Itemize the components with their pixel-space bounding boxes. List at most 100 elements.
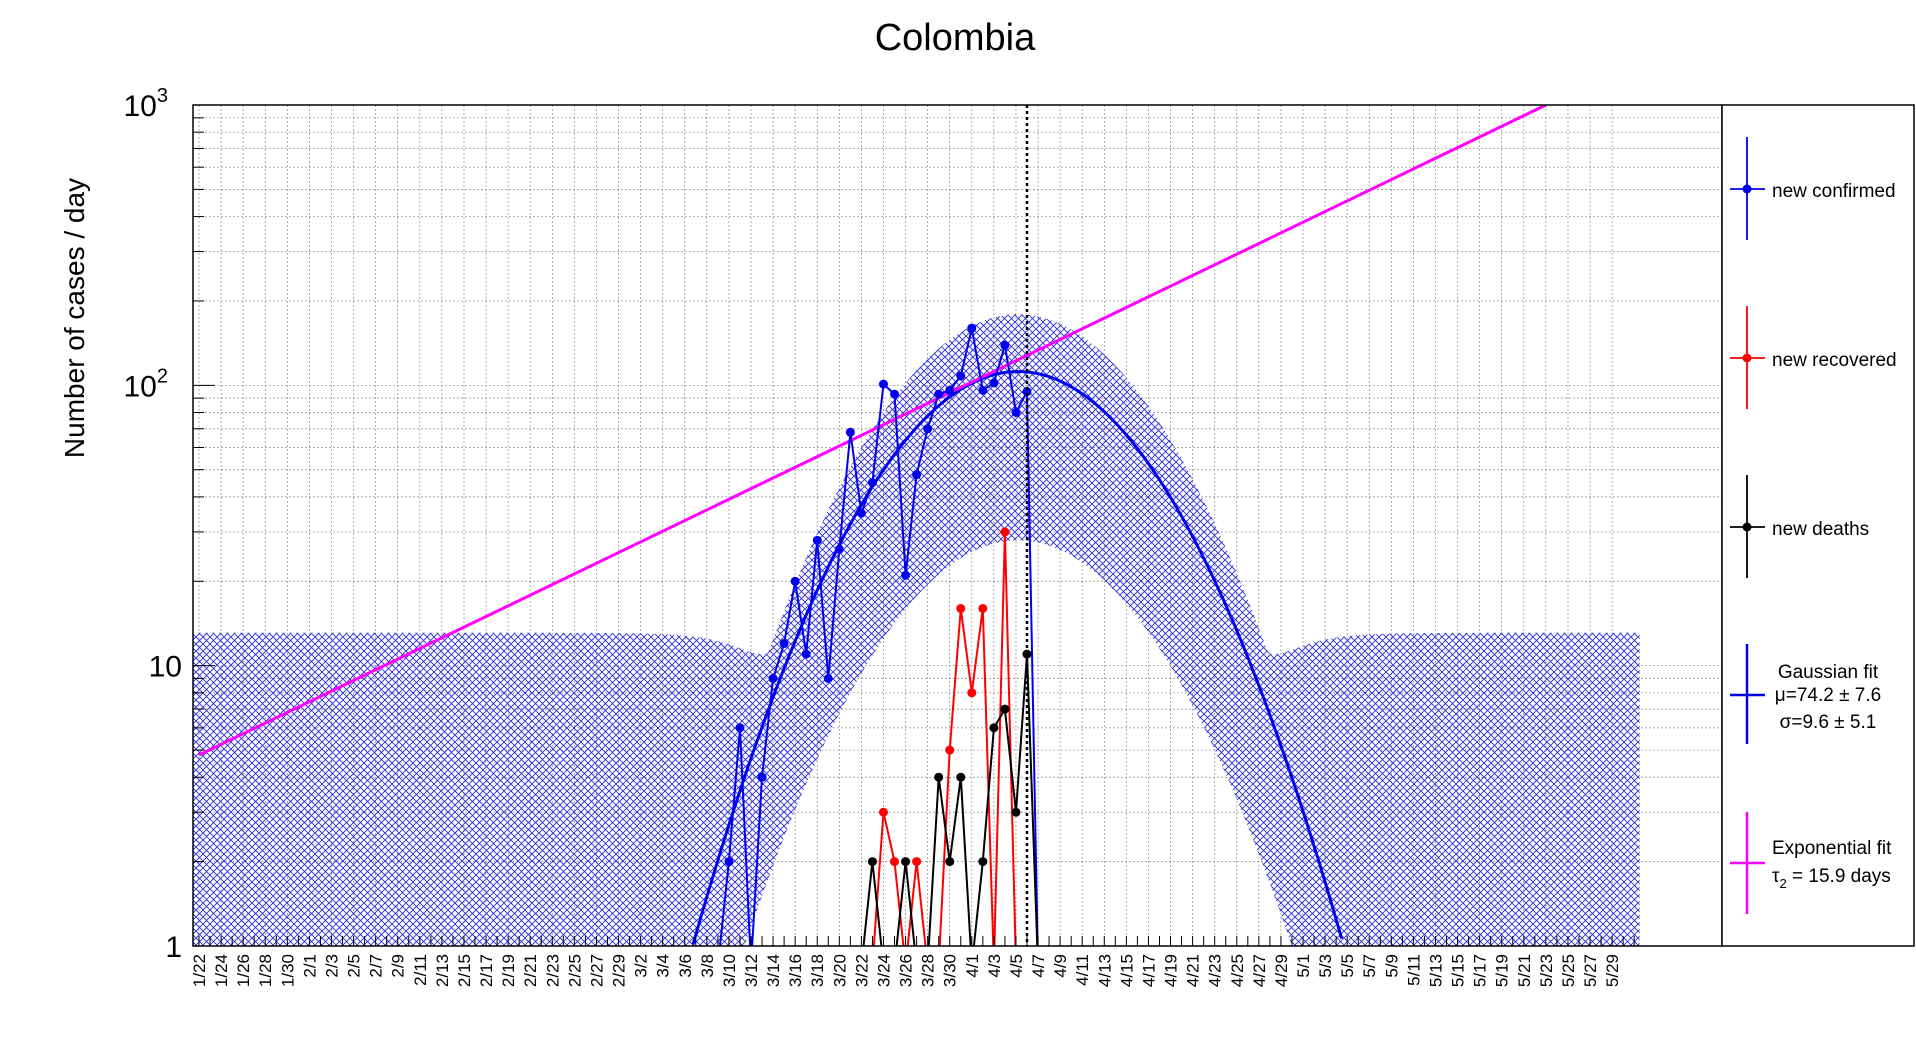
legend-entry-new-recovered: new recovered bbox=[1730, 306, 1897, 409]
data-point bbox=[878, 807, 888, 817]
data-point bbox=[812, 535, 822, 545]
y-axis: 1 10 102 103 bbox=[124, 85, 215, 964]
x-tick-label: 5/29 bbox=[1603, 954, 1622, 987]
x-tick-label: 4/23 bbox=[1206, 954, 1225, 987]
x-tick-label: 2/19 bbox=[499, 954, 518, 987]
data-point bbox=[989, 723, 999, 733]
x-tick-label: 2/27 bbox=[587, 954, 606, 987]
legend: new confirmed new recovered new deaths G… bbox=[1721, 104, 1915, 947]
x-tick-label: 3/30 bbox=[941, 954, 960, 987]
data-point bbox=[956, 371, 966, 381]
data-point bbox=[1022, 649, 1032, 659]
data-point bbox=[1000, 527, 1010, 537]
x-tick-label: 4/15 bbox=[1117, 954, 1136, 987]
data-point bbox=[923, 424, 933, 434]
x-tick-label: 4/13 bbox=[1095, 954, 1114, 987]
data-point bbox=[945, 745, 955, 755]
data-point bbox=[890, 857, 900, 867]
gaussian-mu-label: μ=74.2 ± 7.6 bbox=[1775, 685, 1881, 706]
x-tick-label: 3/10 bbox=[720, 954, 739, 987]
data-point bbox=[934, 772, 944, 782]
y-axis-label: Number of cases / day bbox=[59, 178, 90, 458]
data-point bbox=[912, 470, 922, 480]
x-tick-label: 2/5 bbox=[345, 954, 364, 978]
x-tick-label: 4/21 bbox=[1184, 954, 1203, 987]
legend-entry-new-deaths: new deaths bbox=[1730, 475, 1869, 578]
data-point bbox=[867, 857, 877, 867]
x-tick-label: 2/1 bbox=[300, 954, 319, 978]
data-point bbox=[989, 378, 999, 388]
data-point bbox=[1000, 340, 1010, 350]
x-tick-label: 4/17 bbox=[1139, 954, 1158, 987]
data-point bbox=[945, 385, 955, 395]
x-tick-label: 4/11 bbox=[1073, 954, 1092, 986]
legend-label: Exponential fit bbox=[1772, 838, 1892, 859]
x-tick-label: 5/21 bbox=[1515, 954, 1534, 987]
gaussian-sigma-label: σ=9.6 ± 5.1 bbox=[1780, 712, 1877, 733]
x-tick-label: 2/15 bbox=[455, 954, 474, 987]
x-tick-label: 2/7 bbox=[367, 954, 386, 978]
x-tick-label: 3/16 bbox=[786, 954, 805, 987]
x-tick-label: 1/26 bbox=[234, 954, 253, 987]
gaussian-band-area bbox=[193, 314, 1640, 946]
x-tick-label: 3/2 bbox=[632, 954, 651, 978]
x-tick-label: 5/27 bbox=[1581, 954, 1600, 987]
series-new-deaths bbox=[862, 649, 1039, 946]
y-tick-label: 102 bbox=[124, 365, 169, 403]
data-point bbox=[790, 576, 800, 586]
data-point bbox=[834, 544, 844, 554]
x-tick-label: 5/15 bbox=[1449, 954, 1468, 987]
data-point bbox=[823, 673, 833, 683]
y-tick-label: 103 bbox=[124, 85, 169, 123]
x-tick-label: 4/25 bbox=[1228, 954, 1247, 987]
x-tick-label: 2/9 bbox=[389, 954, 408, 978]
x-tick-label: 4/9 bbox=[1051, 954, 1070, 978]
x-tick-label: 4/1 bbox=[963, 954, 982, 978]
x-tick-label: 3/18 bbox=[808, 954, 827, 987]
chart-title: Colombia bbox=[875, 17, 1036, 59]
series-new-recovered bbox=[872, 527, 1017, 946]
x-tick-label: 3/6 bbox=[676, 954, 695, 978]
legend-frame bbox=[1721, 104, 1915, 947]
x-tick-label: 1/28 bbox=[256, 954, 275, 987]
data-point bbox=[779, 638, 789, 648]
x-tick-label: 5/23 bbox=[1537, 954, 1556, 987]
x-tick-label: 1/24 bbox=[212, 954, 231, 987]
data-point bbox=[890, 389, 900, 399]
data-point bbox=[978, 603, 988, 613]
x-tick-label: 4/7 bbox=[1029, 954, 1048, 978]
x-tick-label: 2/13 bbox=[433, 954, 452, 987]
data-point bbox=[912, 857, 922, 867]
x-tick-label: 3/28 bbox=[919, 954, 938, 987]
exponential-fit-line bbox=[198, 105, 1547, 757]
legend-entry-exponential-fit: Exponential fit τ2 = 15.9 days bbox=[1730, 812, 1892, 914]
x-tick-label: 3/8 bbox=[698, 954, 717, 978]
x-axis: 1/22 1/24 1/26 1/28 1/30 2/1 2/3 2/5 2/7 2/9 2/11 2… bbox=[190, 936, 1635, 987]
y-tick-label: 1 bbox=[165, 931, 182, 964]
x-tick-label: 4/3 bbox=[985, 954, 1004, 978]
data-series bbox=[719, 323, 1039, 946]
x-tick-label: 4/27 bbox=[1250, 954, 1269, 987]
legend-marker bbox=[1742, 184, 1752, 194]
x-tick-label: 5/19 bbox=[1493, 954, 1512, 987]
legend-label: Gaussian fit bbox=[1778, 662, 1879, 683]
legend-entry-new-confirmed: new confirmed bbox=[1730, 137, 1896, 240]
x-tick-label: 5/25 bbox=[1559, 954, 1578, 987]
x-tick-label: 2/11 bbox=[411, 954, 430, 986]
legend-label: new recovered bbox=[1772, 350, 1897, 371]
data-point bbox=[801, 649, 811, 659]
data-point bbox=[956, 603, 966, 613]
data-point bbox=[1011, 408, 1021, 418]
data-point bbox=[934, 389, 944, 399]
x-tick-label: 5/3 bbox=[1316, 954, 1335, 978]
legend-label: new confirmed bbox=[1772, 181, 1896, 202]
legend-label: new deaths bbox=[1772, 519, 1869, 540]
x-tick-label: 4/19 bbox=[1162, 954, 1181, 987]
x-tick-label: 1/30 bbox=[278, 954, 297, 987]
x-tick-label: 5/1 bbox=[1294, 954, 1313, 978]
x-tick-label: 5/11 bbox=[1404, 954, 1423, 986]
x-tick-label: 2/17 bbox=[477, 954, 496, 987]
x-tick-label: 2/29 bbox=[610, 954, 629, 987]
tau-value: = 15.9 days bbox=[1787, 866, 1891, 887]
y-tick-label: 10 bbox=[149, 651, 182, 684]
